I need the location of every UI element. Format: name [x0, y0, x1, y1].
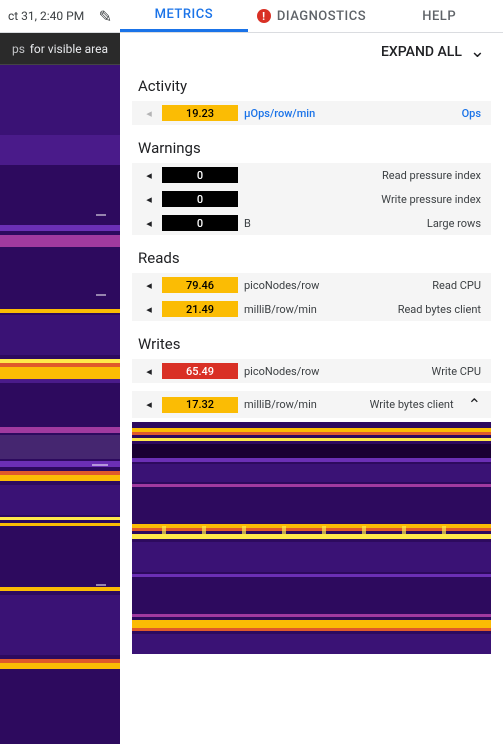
metric-row: ◂ 0 Read pressure index [132, 163, 491, 187]
metric-bar: 21.49 [162, 301, 238, 317]
metric-bar: 17.32 [162, 397, 238, 413]
metric-desc: Read CPU [432, 279, 481, 292]
metric-unit[interactable]: µOps/row/min [244, 107, 315, 120]
heatmap-svg-right [132, 422, 491, 654]
metric-desc: Read bytes client [398, 303, 481, 316]
collapse-arrow-icon[interactable]: ◂ [142, 193, 156, 206]
section-title-warnings: Warnings [124, 129, 499, 163]
left-partial-label: ps [12, 42, 25, 56]
alert-icon: ! [257, 9, 271, 23]
metric-unit: milliB/row/min [244, 398, 317, 411]
collapse-arrow-icon[interactable]: ◂ [142, 398, 156, 411]
tab-help-label: HELP [422, 9, 456, 24]
collapse-arrow-icon[interactable]: ◂ [142, 303, 156, 316]
group-writes: ◂ 65.49 picoNodes/row Write CPU [132, 359, 491, 383]
metric-bar: 19.23 [162, 105, 238, 121]
collapse-arrow-icon[interactable]: ◂ [142, 107, 156, 120]
group-warnings: ◂ 0 Read pressure index ◂ 0 Write pressu… [132, 163, 491, 235]
metric-row: ◂ 0 Write pressure index [132, 187, 491, 211]
collapse-arrow-icon[interactable]: ◂ [142, 169, 156, 182]
section-title-writes: Writes [124, 325, 499, 359]
tab-diagnostics[interactable]: ! DIAGNOSTICS [248, 0, 376, 32]
metric-row: ◂ 79.46 picoNodes/row Read CPU [132, 273, 491, 297]
left-panel: ct 31, 2:40 PM ✎ ps for visible area [0, 0, 120, 744]
metric-row: ◂ 21.49 milliB/row/min Read bytes client [132, 297, 491, 321]
metric-bar: 0 [162, 167, 238, 183]
metric-desc: Write bytes client [370, 398, 454, 411]
group-reads: ◂ 79.46 picoNodes/row Read CPU ◂ 21.49 m… [132, 273, 491, 321]
edit-icon[interactable]: ✎ [99, 7, 112, 26]
metrics-content: Activity ◂ 19.23 µOps/row/min Ops Warnin… [120, 67, 503, 744]
right-panel: METRICS ! DIAGNOSTICS HELP EXPAND ALL ⌄ … [120, 0, 503, 744]
group-writes-expanded: ◂ 17.32 milliB/row/min Write bytes clien… [132, 391, 491, 418]
metric-unit: milliB/row/min [244, 303, 317, 316]
group-activity: ◂ 19.23 µOps/row/min Ops [132, 101, 491, 125]
tabs: METRICS ! DIAGNOSTICS HELP [120, 0, 503, 33]
visible-area-label: for visible area [30, 42, 108, 56]
left-header: ct 31, 2:40 PM ✎ [0, 0, 120, 33]
metric-desc: Large rows [427, 217, 481, 230]
metric-row: ◂ 19.23 µOps/row/min Ops [132, 101, 491, 125]
expand-all-label: EXPAND ALL [381, 44, 462, 60]
tab-metrics[interactable]: METRICS [120, 0, 248, 32]
tab-metrics-label: METRICS [155, 7, 213, 22]
tab-diagnostics-label: DIAGNOSTICS [277, 9, 366, 24]
metric-desc: Write pressure index [381, 193, 481, 206]
heatmap-svg-left [0, 65, 120, 744]
left-heatmap [0, 65, 120, 744]
section-title-reads: Reads [124, 239, 499, 273]
metric-row: ◂ 17.32 milliB/row/min Write bytes clien… [132, 391, 491, 418]
expand-all-button[interactable]: EXPAND ALL ⌄ [120, 33, 503, 67]
metric-bar: 0 [162, 191, 238, 207]
metric-bar: 65.49 [162, 363, 238, 379]
metric-row: ◂ 65.49 picoNodes/row Write CPU [132, 359, 491, 383]
metric-unit: B [244, 217, 251, 230]
timestamp-label: ct 31, 2:40 PM [8, 9, 84, 23]
metric-unit: picoNodes/row [244, 365, 319, 378]
metric-unit: picoNodes/row [244, 279, 319, 292]
tab-help[interactable]: HELP [375, 0, 503, 32]
section-title-activity: Activity [124, 67, 499, 101]
left-subheader: ps for visible area [0, 33, 120, 65]
metric-bar: 0 [162, 215, 238, 231]
metric-desc: Read pressure index [382, 169, 481, 182]
metric-bar: 79.46 [162, 277, 238, 293]
metric-desc: Write CPU [432, 365, 481, 378]
chevron-up-icon[interactable]: ⌃ [468, 395, 481, 414]
metric-desc[interactable]: Ops [462, 107, 481, 120]
collapse-arrow-icon[interactable]: ◂ [142, 279, 156, 292]
write-bytes-heatmap [132, 422, 491, 654]
metric-row: ◂ 0 B Large rows [132, 211, 491, 235]
chevron-down-icon: ⌄ [470, 43, 485, 61]
collapse-arrow-icon[interactable]: ◂ [142, 217, 156, 230]
collapse-arrow-icon[interactable]: ◂ [142, 365, 156, 378]
